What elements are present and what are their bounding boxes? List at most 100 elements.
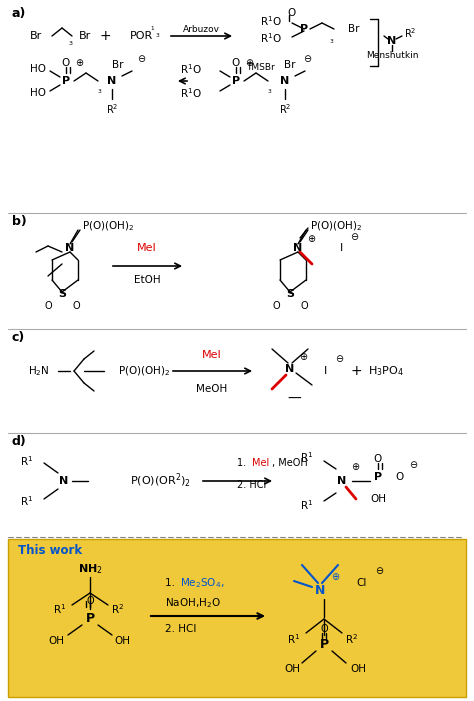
- Text: Br: Br: [112, 60, 124, 70]
- Text: O: O: [72, 301, 80, 311]
- Text: N: N: [281, 76, 290, 86]
- Text: $\ominus$: $\ominus$: [303, 53, 313, 64]
- Text: c): c): [12, 330, 25, 343]
- Text: N: N: [59, 476, 69, 486]
- Text: Arbuzov: Arbuzov: [182, 25, 219, 34]
- Text: OH: OH: [370, 494, 386, 504]
- Text: O: O: [300, 301, 308, 311]
- Text: O: O: [86, 596, 94, 606]
- Text: 1.: 1.: [165, 578, 178, 588]
- Text: Br: Br: [348, 24, 359, 34]
- Text: $\oplus$: $\oplus$: [331, 571, 341, 583]
- Text: Menshutkin: Menshutkin: [366, 51, 418, 60]
- Text: P(O)(OH)$_{2}$: P(O)(OH)$_{2}$: [310, 219, 363, 233]
- Text: b): b): [12, 215, 27, 228]
- Text: POR: POR: [130, 31, 153, 41]
- Text: 2. HCl: 2. HCl: [165, 624, 196, 634]
- Text: Br: Br: [284, 60, 296, 70]
- Text: P: P: [85, 613, 94, 625]
- Text: a): a): [12, 6, 27, 20]
- Text: S: S: [58, 289, 66, 299]
- Text: H$_{2}$N: H$_{2}$N: [28, 364, 50, 378]
- Text: O: O: [374, 454, 382, 464]
- Text: R$^{1}$O: R$^{1}$O: [260, 14, 282, 28]
- Text: MeI: MeI: [137, 243, 157, 253]
- Text: 1.: 1.: [237, 458, 249, 468]
- Text: P(O)(OR$^{2}$)$_{2}$: P(O)(OR$^{2}$)$_{2}$: [130, 472, 191, 490]
- Text: $_{3}$: $_{3}$: [97, 86, 103, 95]
- Text: R$^{2}$: R$^{2}$: [106, 102, 118, 116]
- Text: O: O: [44, 301, 52, 311]
- Text: $\oplus$: $\oplus$: [351, 461, 361, 472]
- Text: Br: Br: [79, 31, 91, 41]
- Text: R$^{2}$: R$^{2}$: [279, 102, 291, 116]
- Text: O: O: [232, 58, 240, 68]
- Text: I: I: [324, 366, 328, 376]
- Text: 2. HCl: 2. HCl: [237, 480, 266, 490]
- Text: R$^{1}$: R$^{1}$: [20, 494, 33, 508]
- Text: HO: HO: [30, 64, 46, 74]
- Text: P(O)(OH)$_{2}$: P(O)(OH)$_{2}$: [118, 365, 171, 378]
- Text: N: N: [65, 243, 74, 253]
- Text: $^{1}$: $^{1}$: [150, 25, 155, 34]
- Text: R$^{1}$: R$^{1}$: [300, 498, 313, 512]
- Text: Me$_{2}$SO$_{4}$,: Me$_{2}$SO$_{4}$,: [180, 576, 225, 590]
- Text: O: O: [320, 624, 328, 634]
- Text: P(O)(OH)$_{2}$: P(O)(OH)$_{2}$: [82, 219, 135, 233]
- Text: N: N: [387, 36, 397, 46]
- Text: MeOH: MeOH: [196, 384, 228, 394]
- Text: R$^{1}$O: R$^{1}$O: [180, 86, 202, 100]
- Text: P: P: [300, 24, 308, 34]
- Text: $\oplus$: $\oplus$: [246, 57, 255, 69]
- Text: H$_{3}$PO$_{4}$: H$_{3}$PO$_{4}$: [368, 364, 404, 378]
- Text: N: N: [315, 585, 325, 597]
- Text: $\ominus$: $\ominus$: [350, 231, 360, 242]
- Text: N: N: [293, 243, 302, 253]
- Text: +: +: [99, 29, 111, 43]
- Text: R$^{1}$: R$^{1}$: [20, 454, 33, 468]
- Text: R$^{1}$: R$^{1}$: [287, 632, 301, 646]
- Text: EtOH: EtOH: [134, 275, 160, 285]
- Text: O: O: [396, 472, 404, 482]
- Text: —: —: [287, 392, 301, 406]
- Text: HO: HO: [30, 88, 46, 98]
- Text: MeI: MeI: [202, 350, 222, 360]
- Text: R$^{1}$O: R$^{1}$O: [260, 31, 282, 45]
- Text: R$^{2}$: R$^{2}$: [346, 632, 358, 646]
- Text: OH: OH: [284, 664, 300, 674]
- Text: P: P: [374, 472, 382, 482]
- Text: $\oplus$: $\oplus$: [300, 351, 309, 362]
- Text: Mel: Mel: [252, 458, 269, 468]
- Text: R$^{2}$: R$^{2}$: [404, 26, 416, 40]
- Text: R$^{1}$O: R$^{1}$O: [180, 62, 202, 76]
- Text: This work: This work: [18, 545, 82, 557]
- Text: $_{3}$: $_{3}$: [68, 39, 74, 48]
- Text: R$^{2}$: R$^{2}$: [111, 602, 125, 616]
- Text: $_{3}$: $_{3}$: [155, 32, 161, 41]
- Text: Br: Br: [30, 31, 42, 41]
- Text: N: N: [337, 476, 346, 486]
- Text: O: O: [288, 8, 296, 18]
- Text: N: N: [108, 76, 117, 86]
- Text: NaOH,H$_{2}$O: NaOH,H$_{2}$O: [165, 596, 221, 610]
- Text: I: I: [340, 243, 344, 253]
- Text: N: N: [285, 364, 295, 374]
- Text: $\oplus$: $\oplus$: [307, 233, 317, 243]
- Text: P: P: [319, 639, 328, 651]
- Text: $\ominus$: $\ominus$: [375, 566, 384, 576]
- Text: $\oplus$: $\oplus$: [75, 57, 85, 69]
- Text: d): d): [12, 435, 27, 447]
- Text: P: P: [62, 76, 70, 86]
- Text: $\ominus$: $\ominus$: [137, 53, 146, 64]
- Text: $\ominus$: $\ominus$: [410, 459, 419, 470]
- Text: TMSBr: TMSBr: [246, 62, 274, 72]
- Text: OH: OH: [48, 636, 64, 646]
- FancyBboxPatch shape: [8, 539, 466, 697]
- Text: , MeOH: , MeOH: [272, 458, 308, 468]
- Text: +: +: [350, 364, 362, 378]
- Text: OH: OH: [350, 664, 366, 674]
- Text: Cl: Cl: [357, 578, 367, 588]
- Text: S: S: [286, 289, 294, 299]
- Text: R$^{1}$: R$^{1}$: [54, 602, 67, 616]
- Text: O: O: [62, 58, 70, 68]
